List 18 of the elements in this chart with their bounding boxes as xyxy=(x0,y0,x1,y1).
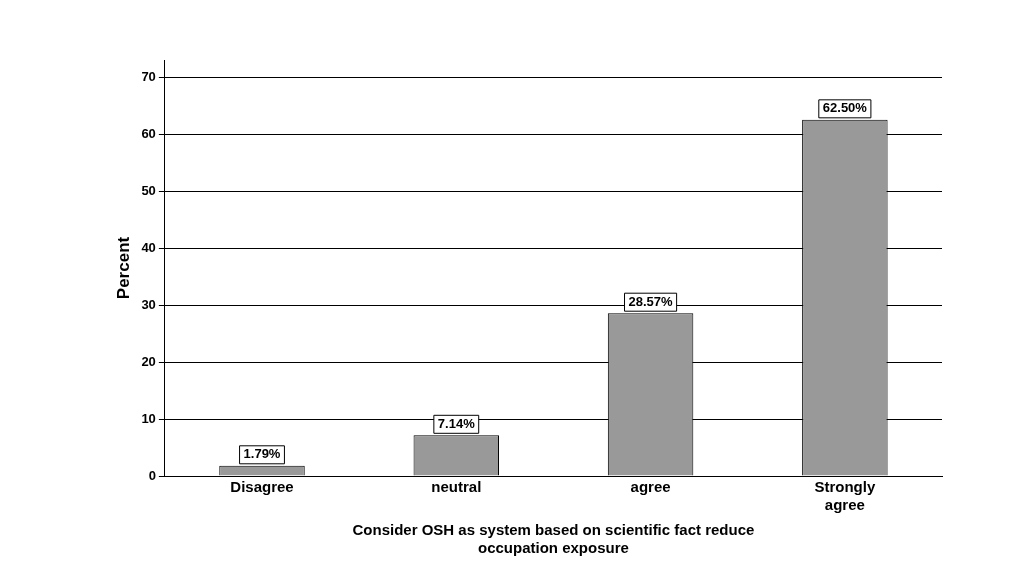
y-tick-label: 50 xyxy=(141,182,156,198)
data-label: 7.14% xyxy=(437,415,476,431)
y-tick-label: 30 xyxy=(141,296,156,312)
data-label: 62.50% xyxy=(822,100,868,116)
data-label: 28.57% xyxy=(628,293,674,309)
x-axis-title: Consider OSH as system based on scientific fact reduce occupation exposure xyxy=(352,521,755,557)
y-tick-label: 10 xyxy=(141,410,156,426)
y-tick-label: 60 xyxy=(141,125,156,141)
y-tick-label: 20 xyxy=(141,353,156,369)
x-tick-label: Strongly agree xyxy=(814,478,876,514)
y-axis-title: Percent xyxy=(113,236,133,300)
x-tick-label: neutral xyxy=(431,478,482,496)
data-label: 1.79% xyxy=(243,446,281,462)
y-tick-label: 70 xyxy=(141,68,156,84)
y-tick-label: 40 xyxy=(141,239,156,255)
x-tick-label: Disagree xyxy=(230,478,294,496)
x-tick-label: agree xyxy=(630,478,671,496)
y-tick-label: 0 xyxy=(148,467,156,483)
